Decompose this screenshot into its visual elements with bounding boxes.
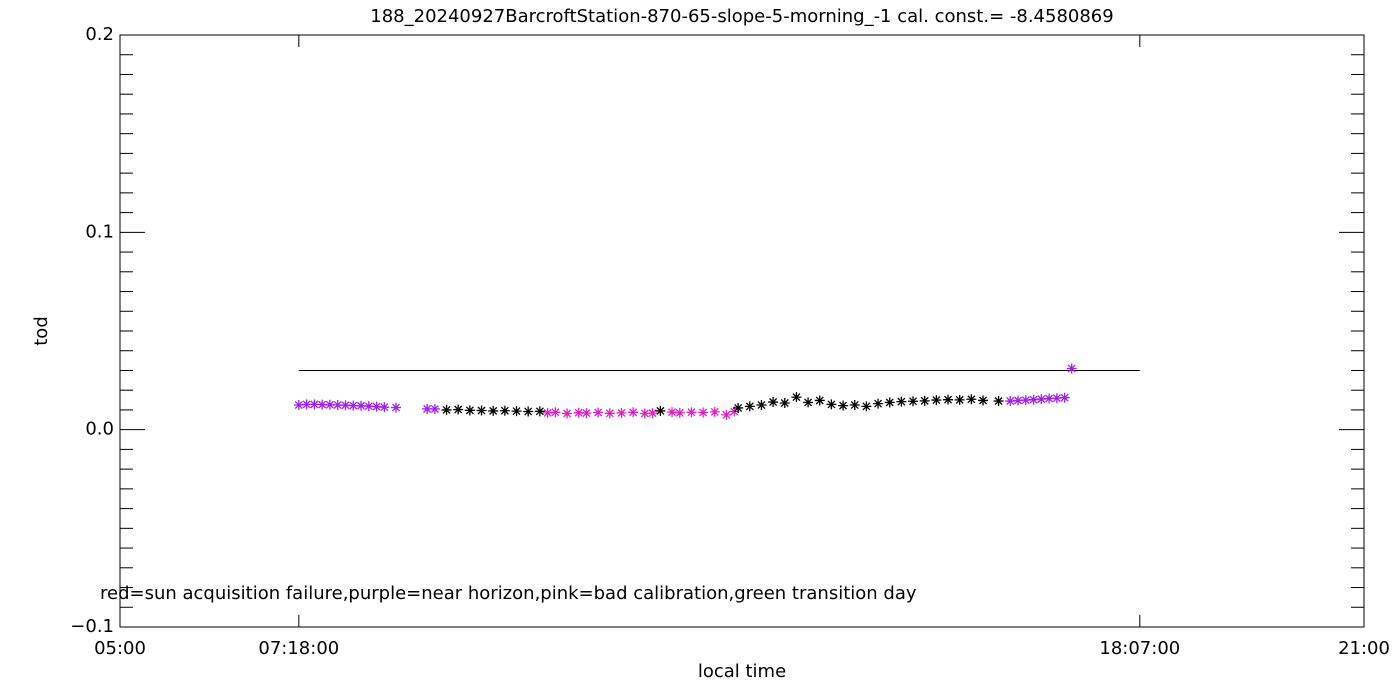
y-tick-label: 0.0	[85, 419, 114, 440]
y-tick-label: −0.1	[70, 616, 114, 637]
data-point	[604, 408, 615, 419]
data-point	[1044, 393, 1055, 404]
data-point	[476, 405, 487, 416]
x-axis-label: local time	[698, 661, 786, 682]
data-point	[1020, 395, 1031, 406]
data-point	[534, 406, 545, 417]
data-point	[873, 398, 884, 409]
data-point	[1066, 363, 1077, 374]
data-point	[453, 404, 464, 415]
data-point	[779, 398, 790, 409]
data-point	[499, 405, 510, 416]
data-point	[317, 399, 328, 410]
data-point	[309, 399, 320, 410]
x-tick-label: 21:00	[1338, 638, 1390, 659]
data-point	[978, 395, 989, 406]
data-point	[639, 408, 650, 419]
data-point	[573, 407, 584, 418]
data-point	[674, 407, 685, 418]
data-point	[332, 400, 343, 410]
data-point	[542, 407, 553, 418]
data-point	[721, 409, 732, 420]
data-point	[363, 401, 374, 412]
data-point	[686, 407, 697, 418]
data-point	[803, 397, 814, 408]
y-tick-label: 0.1	[85, 221, 114, 242]
data-point	[293, 400, 304, 410]
data-point	[523, 406, 534, 417]
data-point	[488, 405, 499, 416]
data-point	[511, 406, 522, 417]
data-point	[814, 395, 825, 406]
data-point	[616, 407, 627, 418]
data-point	[849, 400, 860, 410]
data-point	[791, 392, 802, 403]
y-axis-label: tod	[31, 316, 52, 346]
data-point	[667, 407, 678, 418]
data-point	[993, 396, 1004, 407]
data-point	[709, 406, 720, 417]
data-point	[647, 408, 658, 419]
data-point	[301, 399, 312, 410]
y-tick-label: 0.2	[85, 24, 114, 45]
data-point	[1036, 394, 1047, 405]
data-point	[655, 405, 666, 416]
data-point	[861, 401, 872, 412]
data-point	[593, 407, 604, 418]
data-point	[391, 402, 402, 413]
data-point	[379, 402, 390, 413]
data-point	[729, 406, 740, 417]
data-point	[919, 395, 930, 406]
x-tick-label: 05:00	[94, 638, 146, 659]
data-point	[908, 396, 919, 407]
data-point	[348, 400, 359, 411]
data-point	[464, 405, 475, 416]
x-tick-label: 18:07:00	[1099, 638, 1180, 659]
data-point	[371, 401, 382, 412]
data-point	[768, 397, 779, 408]
data-point	[966, 394, 977, 405]
data-point	[324, 399, 335, 410]
data-point	[1013, 395, 1024, 406]
data-point	[441, 404, 452, 415]
data-point	[943, 394, 954, 405]
data-point	[422, 403, 433, 414]
data-point	[931, 395, 942, 406]
data-point	[884, 397, 895, 408]
annotation: red=sun acquisition failure,purple=near …	[100, 583, 917, 604]
data-point	[826, 399, 837, 410]
data-point	[340, 400, 351, 411]
data-point	[896, 396, 907, 407]
data-point	[1051, 393, 1062, 404]
data-point	[1005, 396, 1016, 407]
data-point	[581, 408, 592, 419]
data-point	[356, 400, 367, 411]
data-point	[838, 400, 849, 411]
chart-title: 188_20240927BarcroftStation-870-65-slope…	[370, 6, 1113, 27]
data-point	[628, 407, 639, 418]
data-point	[550, 407, 561, 418]
x-tick-label: 07:18:00	[258, 638, 339, 659]
data-point	[562, 408, 573, 419]
data-point	[1059, 392, 1070, 403]
data-point	[744, 401, 755, 412]
data-point	[1028, 394, 1039, 405]
data-point	[954, 394, 965, 405]
data-point	[429, 403, 440, 414]
plot-frame	[119, 34, 1365, 628]
data-point	[756, 400, 767, 410]
data-point	[698, 407, 709, 418]
data-point	[733, 402, 744, 413]
